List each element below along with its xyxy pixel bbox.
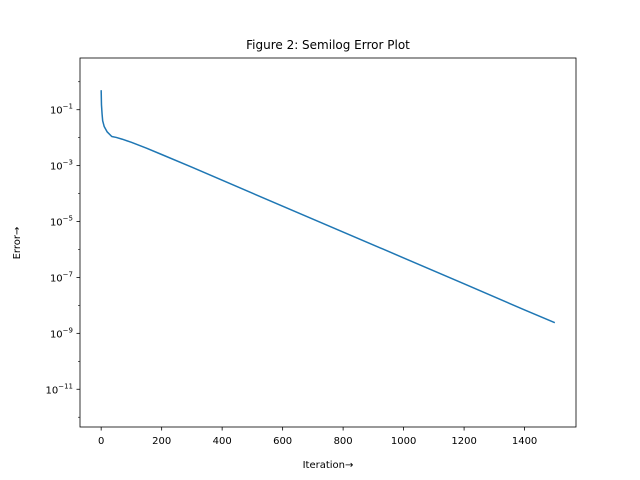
y-tick-label: 10−5	[50, 215, 73, 229]
y-tick-label: 10−9	[50, 326, 73, 340]
chart-title: Figure 2: Semilog Error Plot	[246, 38, 410, 52]
x-axis-ticks: 0 200 400 600 800 1000 1200 1400	[98, 427, 537, 447]
x-tick-label: 600	[273, 436, 292, 447]
x-axis-label: Iteration→	[303, 460, 354, 471]
y-tick-label: 10−7	[50, 270, 73, 284]
y-axis-label: Error→	[12, 227, 23, 260]
x-tick-label: 400	[213, 436, 232, 447]
x-tick-label: 1400	[512, 436, 537, 447]
x-tick-label: 1200	[451, 436, 476, 447]
x-tick-label: 1000	[391, 436, 416, 447]
y-axis-ticks: 10−1 10−3 10−5 10−7 10−9 10−11	[45, 81, 80, 418]
x-tick-label: 0	[98, 436, 104, 447]
error-series-line	[100, 90, 556, 324]
plot-frame	[79, 57, 577, 428]
y-tick-label: 10−1	[50, 103, 73, 117]
y-tick-label: 10−3	[50, 159, 73, 173]
x-tick-label: 800	[334, 436, 353, 447]
y-tick-label: 10−11	[45, 382, 73, 396]
x-tick-label: 200	[152, 436, 171, 447]
